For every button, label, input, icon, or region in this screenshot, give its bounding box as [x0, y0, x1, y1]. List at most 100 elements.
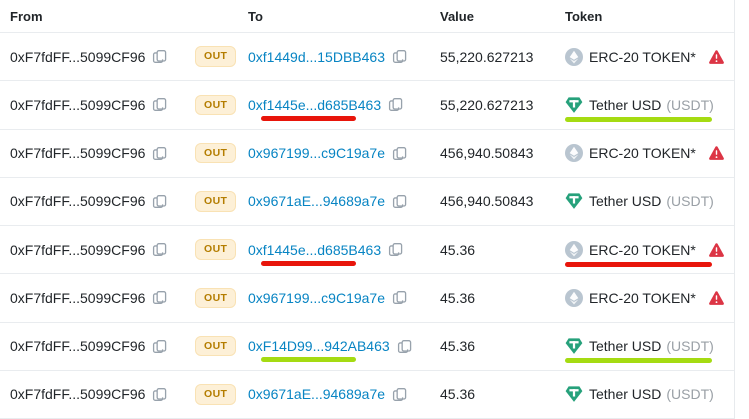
copy-icon	[392, 291, 407, 305]
tether-icon	[565, 337, 583, 355]
token-link[interactable]: Tether USD (USDT)	[565, 192, 714, 210]
token-symbol: (USDT)	[666, 193, 714, 210]
copy-to-address-button[interactable]	[392, 290, 407, 305]
token-link[interactable]: ERC-20 TOKEN*	[565, 47, 701, 66]
warning-triangle-icon	[708, 290, 725, 306]
direction-out-badge: OUT	[195, 239, 237, 260]
direction-out-badge: OUT	[195, 142, 237, 164]
to-address-link[interactable]: 0xf1445e...d685B463	[248, 96, 382, 113]
column-header-from: From	[10, 8, 43, 24]
from-address: 0xF7fdFF...5099CF96	[10, 145, 146, 162]
transfer-value: 55,220.627213	[440, 48, 534, 65]
copy-icon	[153, 387, 167, 401]
copy-from-address-button[interactable]	[152, 194, 167, 209]
direction-out-badge: OUT	[195, 94, 237, 116]
to-address-link[interactable]: 0x967199...c9C19a7e	[248, 145, 385, 162]
token-symbol: (USDT)	[666, 338, 714, 355]
copy-from-address-button[interactable]	[152, 387, 167, 402]
tether-icon	[565, 96, 583, 114]
token-name: ERC-20 TOKEN*	[589, 289, 696, 306]
copy-from-address-button[interactable]	[152, 146, 167, 161]
copy-icon	[392, 50, 407, 64]
annotation-underline-token	[565, 261, 712, 267]
transfer-value: 45.36	[440, 289, 476, 306]
from-address: 0xF7fdFF...5099CF96	[10, 96, 146, 113]
token-link[interactable]: ERC-20 TOKEN*	[565, 144, 701, 163]
direction-out-badge: OUT	[195, 335, 237, 357]
annotation-underline-to	[261, 115, 356, 121]
direction-out-badge: OUT	[195, 384, 237, 405]
copy-icon	[153, 194, 167, 208]
warning-triangle-icon	[708, 242, 725, 258]
copy-icon	[153, 98, 167, 112]
transfer-value: 456,940.50843	[440, 145, 534, 162]
annotation-underline-token	[565, 116, 712, 122]
token-name: Tether USD	[589, 96, 662, 113]
column-header-value: Value	[440, 8, 474, 24]
from-address: 0xF7fdFF...5099CF96	[10, 386, 146, 403]
transfer-value: 45.36	[440, 241, 476, 258]
table-header: From To Value Token	[0, 0, 734, 33]
transfer-value: 456,940.50843	[440, 193, 534, 210]
to-address-link[interactable]: 0xF14D99...942AB463	[248, 338, 390, 355]
from-address: 0xF7fdFF...5099CF96	[10, 289, 146, 306]
from-address: 0xF7fdFF...5099CF96	[10, 338, 146, 355]
ethereum-icon	[565, 288, 583, 307]
token-name: ERC-20 TOKEN*	[589, 241, 696, 258]
to-address-link[interactable]: 0x9671aE...94689a7e	[248, 386, 386, 403]
direction-out-badge: OUT	[195, 191, 237, 212]
token-link[interactable]: Tether USD (USDT)	[565, 385, 714, 403]
copy-to-address-button[interactable]	[392, 146, 407, 161]
copy-from-address-button[interactable]	[152, 49, 167, 64]
ethereum-icon	[565, 144, 583, 163]
token-link[interactable]: ERC-20 TOKEN*	[565, 288, 701, 307]
annotation-underline-token	[565, 358, 712, 364]
ethereum-icon	[565, 47, 583, 66]
copy-from-address-button[interactable]	[152, 290, 167, 305]
copy-from-address-button[interactable]	[152, 339, 167, 354]
to-address-link[interactable]: 0xf1449d...15DBB463	[248, 48, 385, 65]
annotation-underline-to	[261, 260, 356, 266]
copy-icon	[389, 243, 403, 257]
tether-icon	[565, 385, 583, 403]
copy-icon	[153, 50, 167, 64]
token-link[interactable]: Tether USD (USDT)	[565, 96, 714, 114]
copy-from-address-button[interactable]	[152, 242, 167, 257]
table-row: 0xF7fdFF...5099CF96 OUT 0xf1445e...d685B…	[0, 226, 734, 275]
from-address: 0xF7fdFF...5099CF96	[10, 193, 146, 210]
column-header-token: Token	[565, 8, 603, 24]
copy-to-address-button[interactable]	[392, 194, 407, 209]
copy-to-address-button[interactable]	[392, 387, 407, 402]
copy-icon	[392, 387, 407, 401]
copy-to-address-button[interactable]	[397, 339, 412, 354]
copy-to-address-button[interactable]	[392, 49, 407, 64]
copy-from-address-button[interactable]	[152, 97, 167, 112]
token-link[interactable]: ERC-20 TOKEN*	[565, 240, 701, 259]
token-name: Tether USD	[589, 338, 662, 355]
to-address-link[interactable]: 0xf1445e...d685B463	[248, 241, 382, 258]
table-row: 0xF7fdFF...5099CF96 OUT 0xf1445e...d685B…	[0, 81, 734, 130]
token-symbol: (USDT)	[666, 96, 714, 113]
transfer-value: 45.36	[440, 386, 476, 403]
warning-triangle-icon	[708, 145, 725, 161]
annotation-underline-to	[261, 357, 356, 363]
copy-to-address-button[interactable]	[388, 97, 403, 112]
table-row: 0xF7fdFF...5099CF96 OUT 0x967199...c9C19…	[0, 130, 734, 178]
copy-icon	[397, 339, 411, 353]
to-address-link[interactable]: 0x9671aE...94689a7e	[248, 193, 386, 210]
token-link[interactable]: Tether USD (USDT)	[565, 337, 714, 355]
warning-triangle-icon	[708, 49, 725, 65]
to-address-link[interactable]: 0x967199...c9C19a7e	[248, 289, 385, 306]
copy-icon	[389, 98, 403, 112]
copy-icon	[153, 146, 167, 160]
token-name: ERC-20 TOKEN*	[589, 48, 696, 65]
direction-out-badge: OUT	[195, 287, 237, 309]
table-row: 0xF7fdFF...5099CF96 OUT 0xf1449d...15DBB…	[0, 33, 734, 82]
table-row: 0xF7fdFF...5099CF96 OUT 0x967199...c9C19…	[0, 274, 734, 323]
copy-icon	[392, 194, 407, 208]
ethereum-icon	[565, 240, 583, 259]
copy-icon	[392, 146, 407, 160]
transfer-value: 45.36	[440, 338, 476, 355]
copy-to-address-button[interactable]	[388, 242, 403, 257]
token-symbol: (USDT)	[666, 386, 714, 403]
